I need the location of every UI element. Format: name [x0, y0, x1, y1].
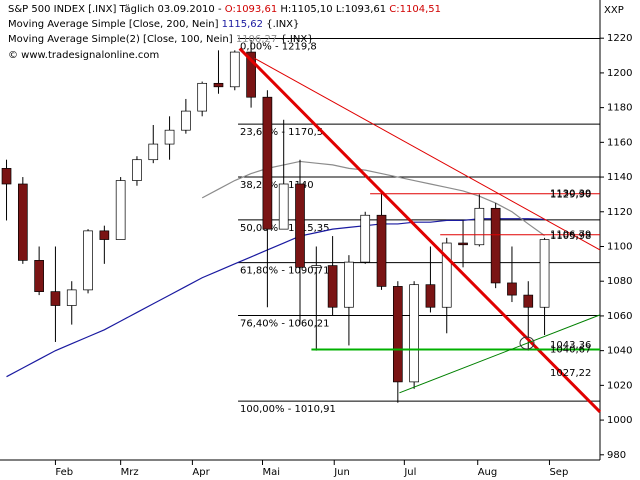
candle-body [1, 168, 12, 185]
moving-average [6, 218, 545, 378]
candle-body [34, 260, 44, 292]
x-tick-label: Jul [403, 467, 416, 478]
x-tick-label: Apr [192, 467, 210, 478]
instrument: S&P 500 INDEX [.INX] Täglich 03.09.2010 … [8, 4, 222, 15]
fib-label: 61,80% - 1090,71 [240, 266, 329, 277]
y-tick-label: 1000 [607, 415, 632, 426]
header-line: S&P 500 INDEX [.INX] Täglich 03.09.2010 … [8, 4, 441, 15]
candle-body [164, 129, 175, 145]
ma200-value: 1115,62 [222, 19, 263, 30]
trendline [254, 57, 601, 251]
ma200-suffix: {.INX} [266, 19, 299, 30]
candle-body [50, 291, 61, 306]
open: O:1093,61 [225, 4, 277, 15]
x-tick-label: Sep [549, 467, 568, 478]
high: H:1105,10 [280, 4, 332, 15]
highlight-circle [519, 336, 535, 350]
candle-body [17, 183, 28, 261]
trendline [399, 314, 601, 394]
x-tick-label: Feb [55, 467, 73, 478]
fib-label: 23,60% - 1170,5 [240, 127, 323, 138]
candle-body [327, 265, 338, 308]
y-tick-label: 980 [607, 450, 626, 461]
level-label: 1105,98 [550, 231, 591, 242]
candle-body [311, 265, 322, 268]
candle-body [99, 230, 110, 240]
plot: 0,00% - 1219,8 23,60% - 1170,5 38,20% - 11… [1, 38, 602, 415]
candle-body [66, 289, 77, 306]
candle-body [115, 180, 126, 240]
candle-body [246, 51, 256, 98]
candle-body [458, 242, 468, 246]
x-tick-label: Mai [263, 467, 281, 478]
level-label: 1027,22 [550, 368, 591, 379]
ma200-legend: Moving Average Simple [Close, 200, Nein]… [8, 19, 299, 30]
candle-body [409, 284, 419, 383]
y-tick-label: 1020 [607, 380, 632, 391]
fib-label: 38,20% - 1140 [240, 180, 314, 191]
level-label: 1130,39 [550, 189, 591, 200]
candle-body [229, 51, 240, 88]
candle-body [474, 207, 485, 246]
y-tick-label: 1060 [607, 311, 632, 322]
candle-body [262, 96, 273, 230]
candle-body [295, 183, 305, 268]
candle-body [539, 239, 550, 308]
y-tick-label: 1140 [607, 172, 632, 183]
y-tick-label: 1100 [607, 241, 632, 252]
candle-body [490, 207, 501, 284]
y-tick-label: 1080 [607, 276, 632, 287]
y-tick-label: 1220 [607, 33, 632, 44]
copyright: © www.tradesignalonline.com [8, 50, 159, 61]
level-label: 1040,67 [550, 344, 591, 355]
close: C:1104,51 [389, 4, 441, 15]
fib-label: 76,40% - 1060,21 [240, 319, 329, 330]
x-tick-label: Jun [333, 467, 350, 478]
level-label: 1106,79 [550, 230, 591, 241]
fib-label: 0,00% - 1219,8 [240, 42, 317, 53]
x-tick-label: Mrz [121, 467, 139, 478]
candle-body [360, 214, 371, 263]
candle-body [507, 282, 517, 296]
y-tick-label: 1200 [607, 68, 632, 79]
level-label: 1129,90 [550, 190, 591, 201]
level-label: 1043,36 [550, 340, 591, 351]
candle-body [213, 82, 224, 88]
low: L:1093,61 [336, 4, 386, 15]
candle-body [197, 82, 208, 112]
candle-body [425, 284, 436, 308]
ma100-suffix: {.INX} [280, 34, 313, 45]
candle-body [376, 214, 387, 287]
fib-label: 100,00% - 1010,91 [240, 404, 336, 415]
y-tick-label: 1160 [607, 137, 632, 148]
candle-body [132, 159, 142, 181]
moving-average [201, 160, 545, 237]
trendline [238, 47, 602, 413]
y-tick-label: 1120 [607, 207, 632, 218]
corner-label: XXP [604, 5, 624, 16]
ma100-label: Moving Average Simple(2) [Close, 100, Ne… [8, 34, 233, 45]
ma200-label: Moving Average Simple [Close, 200, Nein] [8, 19, 219, 30]
x-tick-label: Aug [478, 467, 498, 478]
candle-body [83, 230, 93, 291]
ma100-value: 1106,27 [236, 34, 277, 45]
candle-body [344, 261, 354, 308]
ma100-legend: Moving Average Simple(2) [Close, 100, Ne… [8, 34, 314, 45]
candle-body [392, 286, 403, 383]
y-tick-label: 1180 [607, 103, 632, 114]
y-tick-label: 1040 [607, 346, 632, 357]
candle-body [278, 183, 289, 230]
candle-body [181, 110, 191, 131]
candle-body [523, 294, 534, 308]
candle-body [148, 143, 159, 161]
candle-body [441, 242, 452, 308]
